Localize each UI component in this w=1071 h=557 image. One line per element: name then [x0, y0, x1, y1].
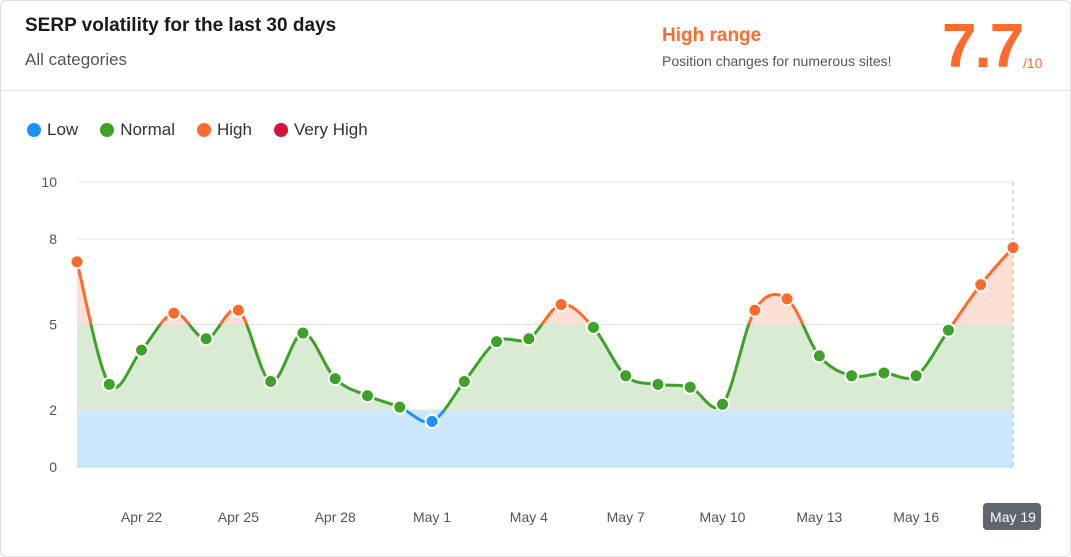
data-point: [295, 325, 311, 341]
data-point: [779, 291, 795, 307]
legend-item-very-high[interactable]: Very High: [273, 120, 368, 140]
legend-label-very-high: Very High: [293, 120, 368, 139]
area-high: [77, 247, 1013, 325]
card-header: SERP volatility for the last 30 days All…: [1, 1, 1070, 91]
x-tick-label: Apr 25: [218, 509, 259, 525]
x-tick-label: May 10: [700, 509, 746, 525]
data-point: [521, 331, 537, 347]
x-tick-label: May 4: [510, 509, 548, 525]
data-point: [327, 371, 343, 387]
band-low: [77, 410, 1013, 467]
y-tick-label: 0: [49, 459, 57, 475]
legend-dot-normal: [100, 123, 115, 137]
data-point: [682, 379, 698, 395]
x-tick-highlight: [983, 503, 1041, 530]
data-point: [489, 334, 505, 350]
range-description: Position changes for numerous sites!: [662, 53, 892, 69]
series-line-segment: [75, 246, 1015, 325]
y-tick-label: 2: [49, 402, 57, 418]
data-point: [973, 277, 989, 293]
data-point: [715, 396, 731, 412]
data-point: [424, 413, 440, 429]
y-tick-label: 8: [49, 231, 57, 247]
data-point: [876, 365, 892, 381]
legend-label-normal: Normal: [120, 120, 175, 139]
legend-item-normal[interactable]: Normal: [100, 120, 175, 140]
data-point: [392, 399, 408, 415]
legend-label-high: High: [216, 120, 252, 139]
data-point: [166, 305, 182, 321]
legend-dot-very-high: [273, 123, 288, 137]
legend-dot-low: [27, 123, 41, 137]
score-max: /10: [1023, 55, 1043, 71]
legend-item-high[interactable]: High: [196, 120, 252, 140]
data-point: [359, 388, 375, 404]
data-point: [134, 342, 150, 358]
data-point: [618, 368, 634, 384]
y-tick-label: 5: [49, 317, 57, 333]
data-point: [69, 254, 85, 270]
x-tick-label: May 16: [893, 509, 939, 525]
data-point: [456, 374, 472, 389]
x-tick-label: May 13: [796, 509, 842, 525]
category-label: All categories: [25, 50, 128, 69]
data-point: [811, 348, 827, 364]
x-tick-label: May 1: [413, 509, 451, 525]
x-tick-label: May 19: [990, 509, 1036, 525]
volatility-score: 7.7: [942, 12, 1024, 81]
x-tick-label: Apr 28: [315, 509, 356, 525]
data-point: [747, 302, 763, 318]
chart-legend: Low Normal High Very High: [27, 120, 368, 140]
legend-label-low: Low: [47, 120, 79, 139]
legend-item-low[interactable]: Low: [27, 120, 78, 140]
data-point: [650, 376, 666, 392]
x-tick-label: Apr 22: [121, 509, 162, 525]
card-title: SERP volatility for the last 30 days: [25, 15, 337, 36]
data-point: [101, 376, 117, 392]
data-point: [230, 302, 246, 318]
range-label: High range: [662, 25, 762, 46]
data-point: [908, 368, 924, 384]
data-point: [263, 374, 279, 389]
x-tick-label: May 7: [607, 509, 645, 525]
data-point: [553, 297, 569, 313]
area-normal: [77, 324, 1013, 410]
data-point: [198, 331, 214, 347]
data-point: [1005, 240, 1021, 256]
y-tick-label: 10: [41, 174, 57, 190]
data-point: [844, 368, 860, 384]
data-point: [585, 319, 601, 335]
data-point: [940, 322, 956, 338]
legend-dot-high: [196, 123, 211, 137]
